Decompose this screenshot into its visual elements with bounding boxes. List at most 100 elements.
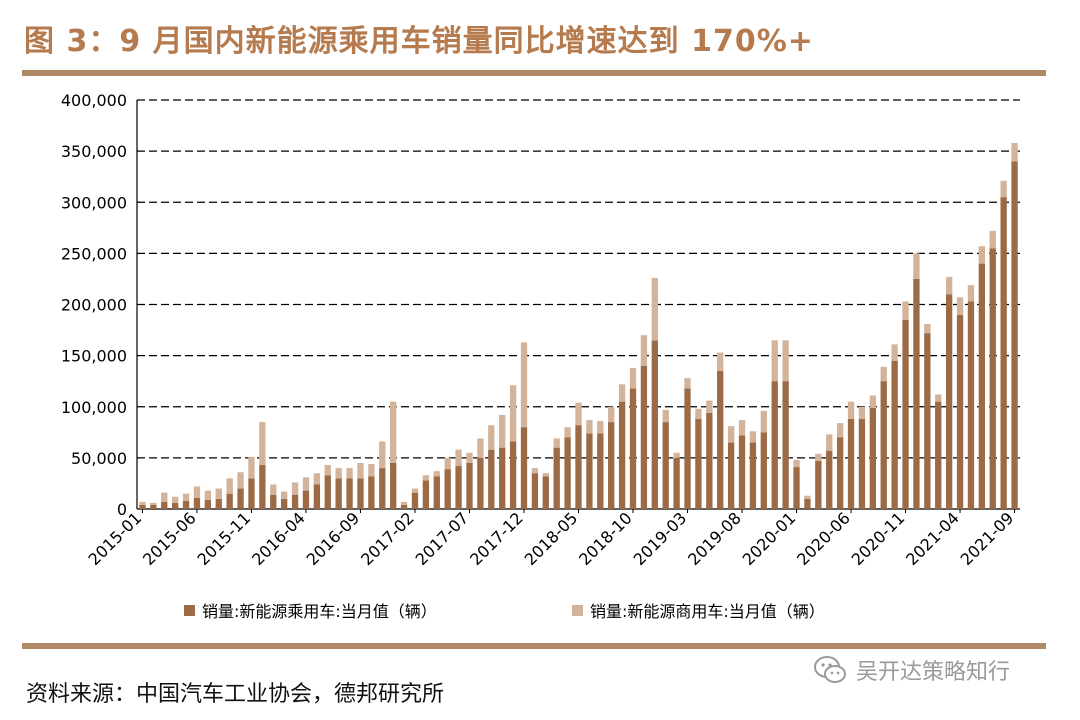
bar-passenger [204,499,212,509]
bar-passenger [618,401,626,509]
bar-commercial [727,426,735,443]
bar-commercial [945,276,953,295]
x-tick-label: 2016-04 [248,508,309,569]
bar-commercial [466,452,473,463]
bar-commercial [433,471,440,477]
bar-passenger [324,475,331,509]
bar-commercial [1000,180,1007,198]
bar-passenger [749,442,757,509]
bar-commercial [455,449,462,467]
x-tick-label: 2020-11 [848,508,909,569]
bar-passenger [335,478,342,509]
bar-passenger [520,427,528,509]
bar-commercial [324,465,331,476]
bar-passenger [139,504,146,509]
bar-passenger [826,450,833,509]
bar-commercial [226,478,233,494]
bar-commercial [771,340,778,382]
bar-passenger [259,465,266,509]
bar-passenger [553,447,560,509]
bar-passenger [935,401,942,509]
bar-passenger [466,462,473,509]
bar-passenger [455,466,462,509]
bar-commercial [673,452,680,458]
bar-commercial [760,410,767,433]
legend-label-commercial: 销量:新能源商用车:当月值（辆） [590,602,825,621]
watermark: 吴开达策略知行 [812,652,1010,688]
bar-commercial [640,335,648,366]
bar-commercial [357,462,364,479]
bar-commercial [793,459,800,468]
bar-passenger [869,407,876,509]
bar-commercial [586,420,593,434]
bar-passenger [1011,161,1018,509]
top-rule [22,70,1046,76]
bar-passenger [281,498,288,509]
bar-passenger [978,263,986,509]
bar-commercial [281,491,288,499]
bar-passenger [226,493,233,509]
bar-passenger [847,419,855,509]
bar-passenger [880,381,887,509]
x-tick-label: 2021-04 [902,508,963,569]
bar-passenger [738,435,746,509]
bar-passenger [248,478,255,509]
bar-commercial [553,438,560,448]
bar-commercial [215,488,222,499]
bar-commercial [150,502,157,505]
bar-passenger [531,473,539,509]
legend-swatch-passenger [184,605,195,616]
bar-passenger [597,433,604,509]
x-tick-label: 2015-01 [85,508,146,569]
bar-passenger [629,388,637,509]
bar-passenger [608,422,615,509]
bar-commercial [259,422,266,466]
bar-commercial [913,253,920,279]
bar-passenger [433,476,440,509]
chart-title: 图 3：9 月国内新能源乘用车销量同比增速达到 170%+ [24,24,814,59]
bar-commercial [313,473,321,485]
bar-commercial [695,408,702,420]
x-tick-label: 2018-05 [521,508,582,569]
bar-commercial [346,468,353,479]
bar-passenger [488,449,495,509]
bar-commercial [204,490,212,500]
bar-commercial [193,486,201,498]
bar-commercial [444,457,451,470]
bar-commercial [782,340,789,382]
bar-commercial [379,441,386,469]
bar-passenger [171,502,179,509]
x-tick-label: 2018-10 [575,508,636,569]
bar-commercial [978,246,986,264]
y-tick-label: 150,000 [61,347,127,366]
bar-passenger [586,433,593,509]
y-tick-label: 0 [117,500,127,519]
bar-commercial [869,395,876,408]
x-tick-label: 2017-07 [412,508,473,569]
legend-label-passenger: 销量:新能源乘用车:当月值（辆） [202,602,437,621]
bar-commercial [139,501,146,505]
legend-swatch-commercial [572,605,583,616]
bar-passenger [967,301,975,509]
bar-passenger [270,494,277,509]
y-tick-label: 300,000 [61,193,127,212]
bar-passenger [662,422,669,509]
bar-passenger [706,412,713,509]
bar-passenger [357,478,364,509]
bar-passenger [313,484,321,509]
bar-commercial [717,352,724,371]
bar-passenger [215,498,222,509]
bar-commercial [390,401,397,463]
bar-commercial [662,409,669,423]
bar-commercial [1011,142,1018,162]
bar-passenger [945,294,953,509]
bar-commercial [411,488,419,493]
bar-commercial [880,366,887,382]
bar-passenger [575,425,582,509]
bar-passenger [379,468,386,509]
bar-passenger [956,314,964,509]
bar-commercial [967,285,975,302]
x-tick-label: 2017-12 [466,508,527,569]
bar-commercial [542,473,549,477]
bar-passenger [782,381,789,509]
